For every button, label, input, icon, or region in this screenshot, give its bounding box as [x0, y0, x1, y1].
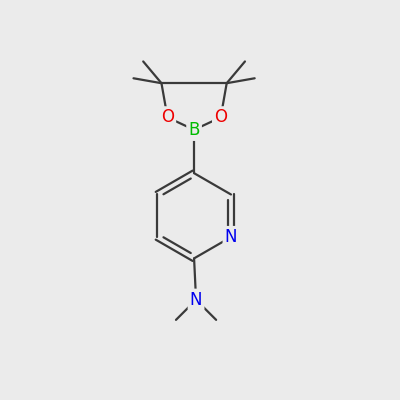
Text: N: N	[225, 228, 237, 246]
Text: O: O	[214, 108, 227, 126]
Text: B: B	[188, 121, 200, 139]
Text: N: N	[190, 291, 202, 309]
Text: O: O	[161, 108, 174, 126]
